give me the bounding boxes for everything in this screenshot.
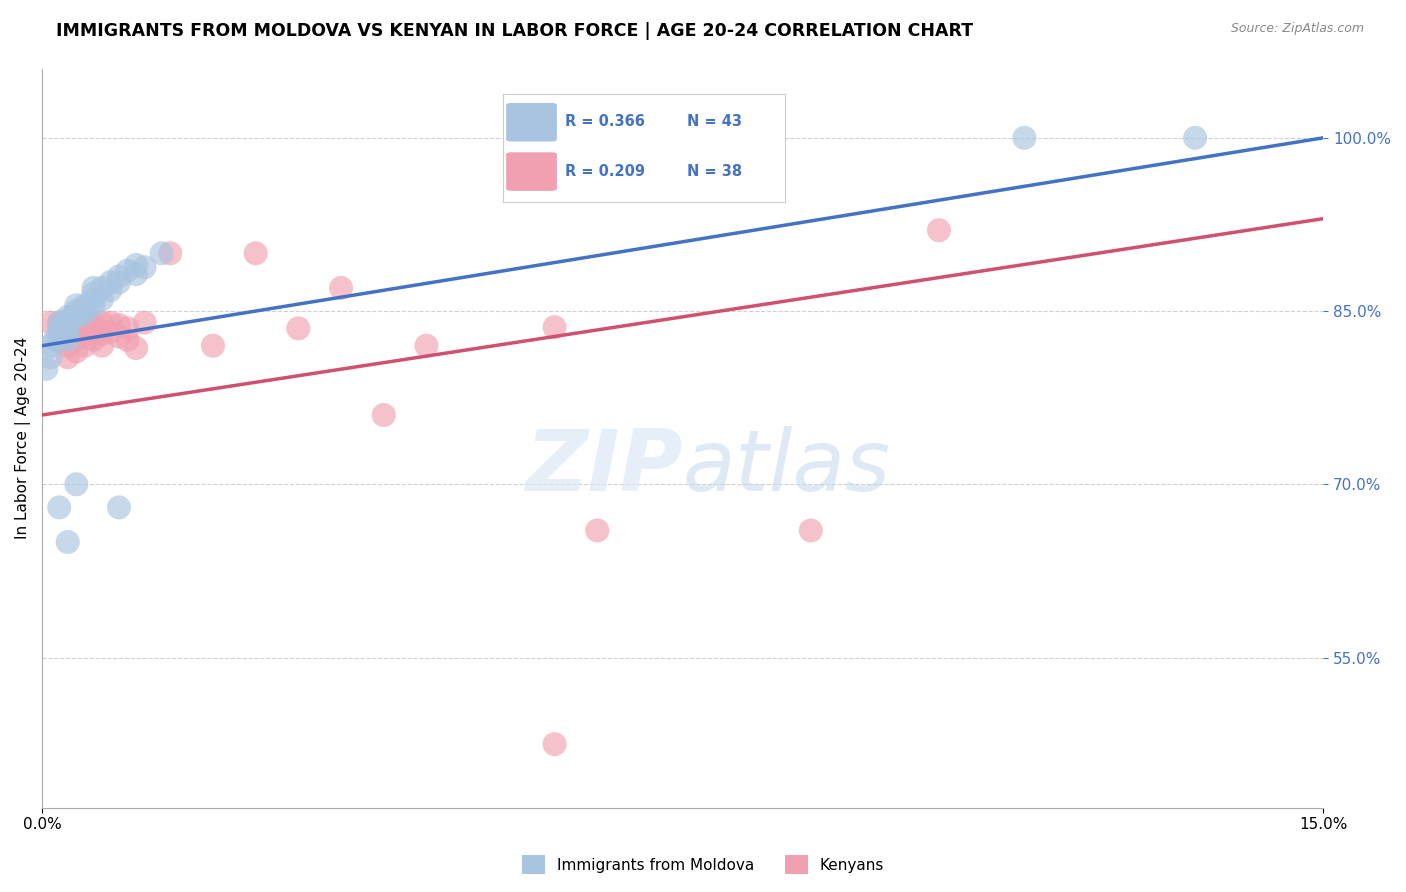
Point (65, 344, 87, 359)
Point (82, 321, 104, 335)
Point (90, 316, 112, 330)
Point (159, 246, 181, 260)
Point (60, 310, 83, 324)
Point (108, 318, 131, 332)
Point (150, 246, 173, 260)
Point (108, 329, 131, 343)
Point (69, 304, 91, 318)
Point (52, 316, 75, 330)
Point (117, 321, 139, 335)
Point (100, 283, 122, 297)
Point (65, 304, 87, 318)
Text: Source: ZipAtlas.com: Source: ZipAtlas.com (1230, 22, 1364, 36)
Point (82, 333, 104, 347)
Y-axis label: In Labor Force | Age 20-24: In Labor Force | Age 20-24 (15, 337, 31, 540)
Point (82, 298, 104, 312)
Point (928, 223, 950, 237)
Point (108, 275, 131, 289)
Point (373, 408, 395, 422)
Point (52, 321, 75, 335)
Point (73, 306, 96, 320)
Point (90, 339, 112, 353)
Point (73, 298, 96, 312)
Point (82, 293, 104, 307)
Legend: Immigrants from Moldova, Kenyans: Immigrants from Moldova, Kenyans (516, 849, 890, 880)
Point (39, 316, 62, 330)
Point (125, 258, 148, 272)
Point (134, 260, 156, 275)
Point (108, 269, 131, 284)
Point (35, 361, 58, 376)
Point (543, 737, 565, 751)
Text: IMMIGRANTS FROM MOLDOVA VS KENYAN IN LABOR FORCE | AGE 20-24 CORRELATION CHART: IMMIGRANTS FROM MOLDOVA VS KENYAN IN LAB… (56, 22, 973, 40)
Point (56, 327, 79, 342)
Point (48, 333, 70, 347)
Point (56, 535, 79, 549)
Point (65, 298, 87, 312)
Point (48, 500, 70, 515)
Point (108, 500, 131, 515)
Point (56, 351, 79, 365)
Point (330, 281, 353, 295)
Point (48, 316, 70, 330)
Point (82, 316, 104, 330)
Point (800, 524, 823, 538)
Point (39, 351, 62, 365)
Point (125, 341, 148, 355)
Point (73, 327, 96, 342)
Point (201, 339, 224, 353)
Point (82, 286, 104, 301)
Point (125, 267, 148, 281)
Point (56, 327, 79, 342)
Point (90, 281, 112, 295)
Point (56, 339, 79, 353)
Point (100, 316, 122, 330)
Point (73, 318, 96, 332)
Point (90, 293, 112, 307)
Point (1184, 131, 1206, 145)
Point (65, 310, 87, 324)
Point (44, 333, 66, 347)
Text: atlas: atlas (683, 426, 890, 509)
Point (48, 327, 70, 342)
Point (56, 333, 79, 347)
Point (73, 301, 96, 316)
Point (48, 316, 70, 330)
Point (56, 316, 79, 330)
Point (48, 321, 70, 335)
Point (415, 339, 437, 353)
Point (56, 321, 79, 335)
Point (245, 246, 267, 260)
Point (56, 310, 79, 324)
Point (117, 333, 139, 347)
Point (90, 327, 112, 342)
Point (586, 524, 609, 538)
Point (117, 263, 139, 277)
Point (1014, 131, 1036, 145)
Point (543, 320, 565, 334)
Point (134, 316, 156, 330)
Point (39, 339, 62, 353)
Point (100, 325, 122, 339)
Point (65, 333, 87, 347)
Text: ZIP: ZIP (524, 426, 683, 509)
Point (73, 339, 96, 353)
Point (100, 275, 122, 289)
Point (287, 321, 309, 335)
Point (65, 477, 87, 491)
Point (65, 321, 87, 335)
Point (82, 281, 104, 295)
